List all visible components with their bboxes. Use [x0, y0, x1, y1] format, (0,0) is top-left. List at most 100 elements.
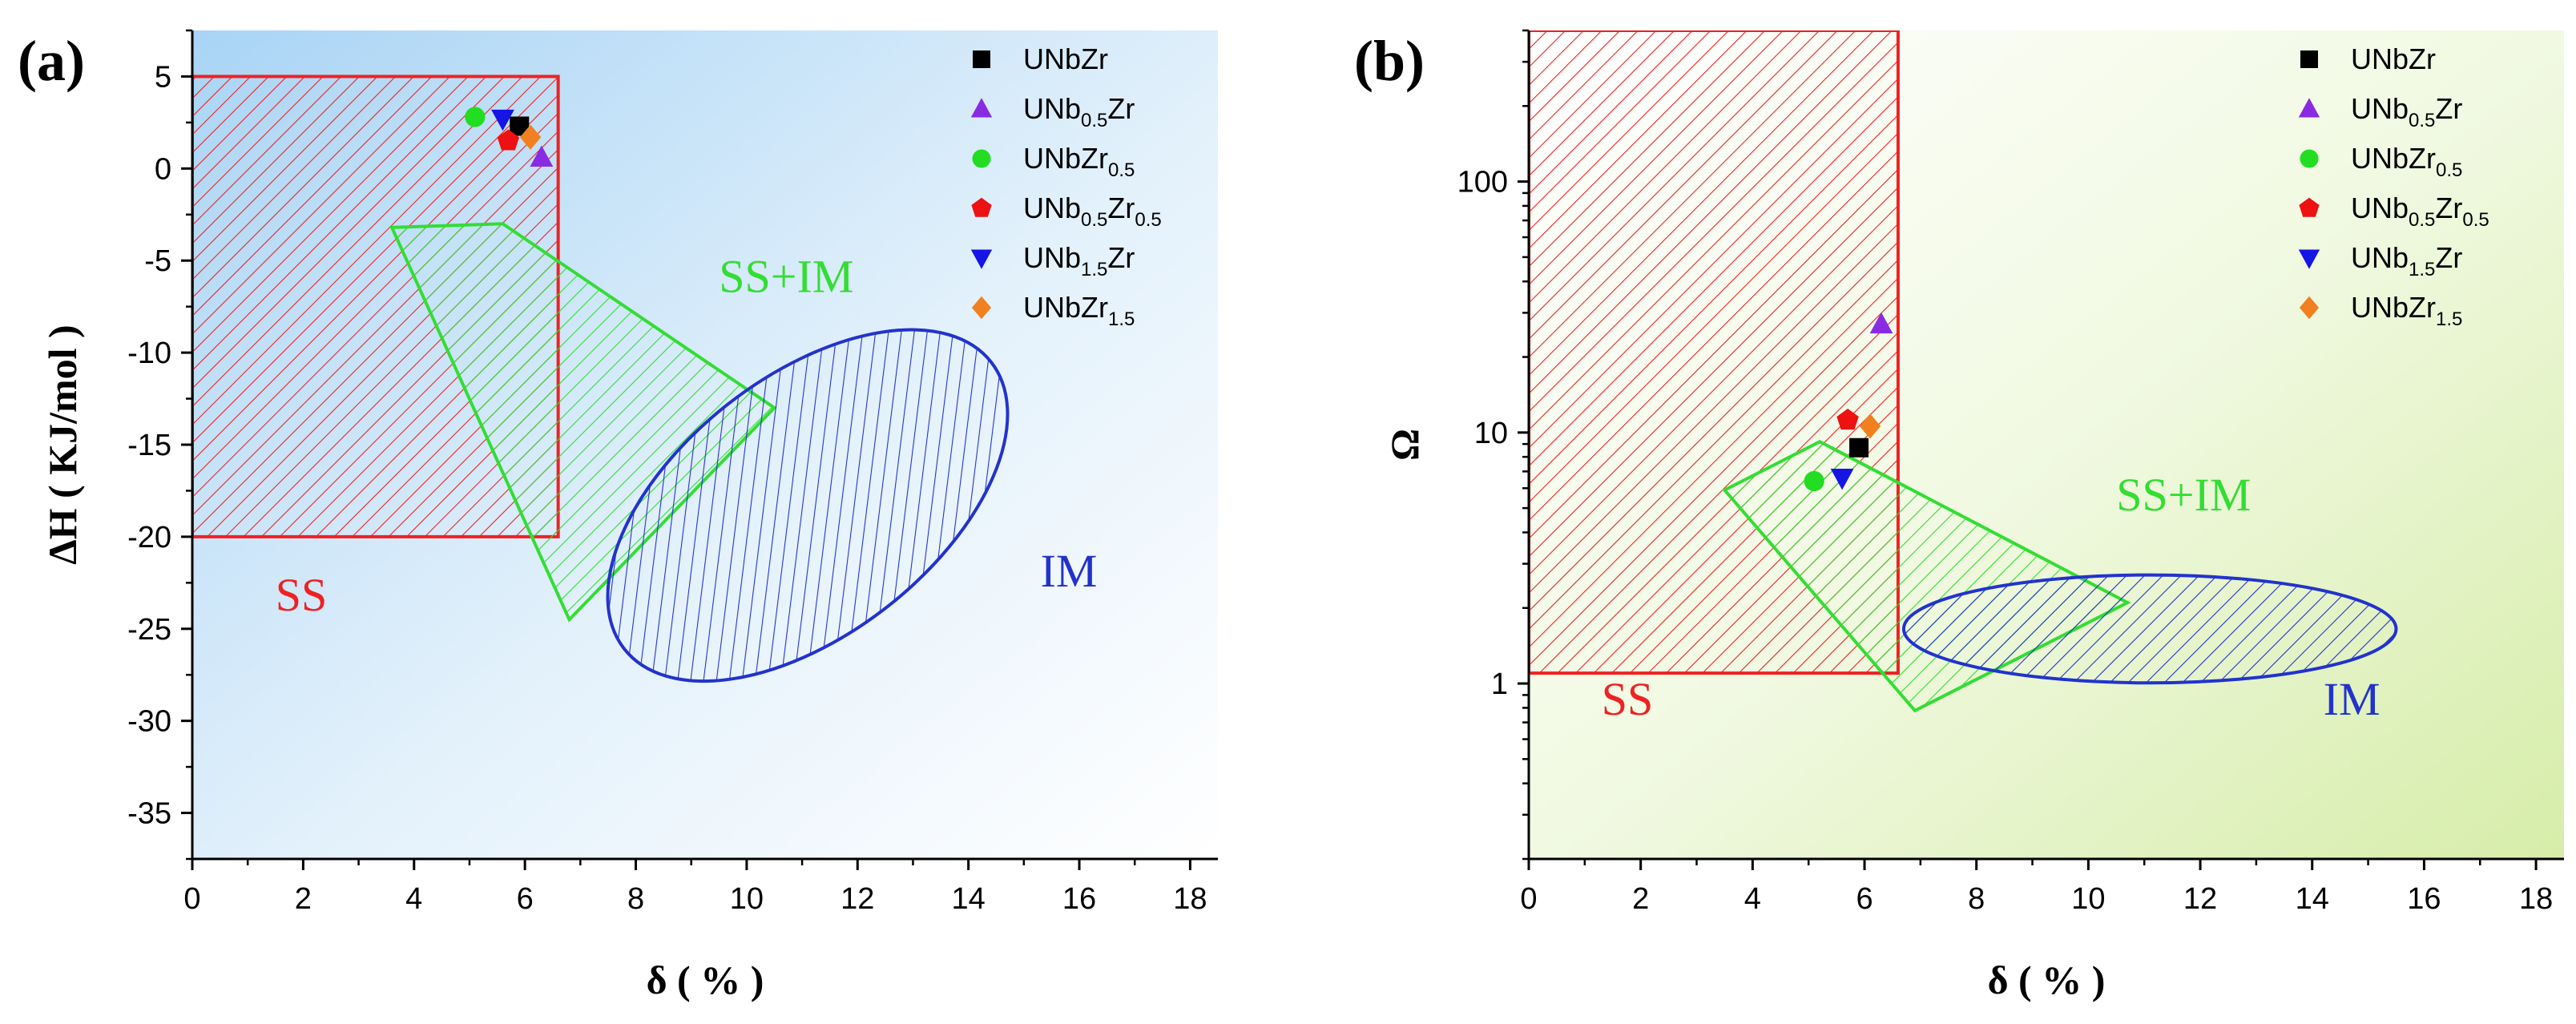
y-tick-label: -15 [127, 429, 171, 462]
legend-label: UNbZr0.5 [1023, 142, 1135, 181]
legend-label: UNb1.5Zr [2351, 241, 2462, 280]
x-tick-label: 2 [1632, 882, 1649, 916]
y-tick-label: 10 [1474, 417, 1508, 450]
x-tick-label: 16 [2407, 882, 2441, 916]
legend-item: UNbZr [973, 42, 1108, 75]
x-tick-label: 10 [730, 882, 764, 916]
x-tick-label: 0 [183, 882, 200, 916]
legend-label: UNb0.5Zr [2351, 92, 2462, 131]
data-point [1804, 470, 1824, 492]
x-tick-label: 16 [1062, 882, 1096, 916]
data-point [519, 124, 542, 150]
legend-marker [2299, 296, 2320, 320]
x-tick-label: 10 [2071, 882, 2105, 916]
y-tick-label: 100 [1457, 166, 1508, 200]
region-im [1901, 573, 2398, 685]
panel-label: (b) [1354, 29, 1425, 93]
x-tick-label: 0 [1520, 882, 1537, 916]
legend-label: UNb0.5Zr0.5 [2351, 191, 2489, 231]
legend-item: UNb1.5Zr [970, 241, 1135, 280]
legend-item: UNb0.5Zr [970, 92, 1135, 131]
y-tick-label: -10 [127, 337, 171, 370]
region-label-ss: SS [276, 569, 328, 621]
legend-marker [970, 249, 993, 269]
x-tick-label: 6 [517, 882, 534, 916]
data-point [1869, 312, 1893, 334]
y-tick-label: -25 [127, 613, 171, 647]
x-tick-label: 18 [1173, 882, 1207, 916]
x-tick-label: 4 [405, 882, 422, 916]
legend: UNbZr UNb0.5Zr UNbZr0.5 UNb0.5Zr0.5 UNb1.5Zr… [970, 42, 1162, 330]
legend-marker [973, 50, 990, 68]
x-tick-label: 12 [841, 882, 874, 916]
x-tick-label: 12 [2183, 882, 2217, 916]
legend-marker [972, 149, 991, 168]
legend-item: UNb0.5Zr0.5 [971, 191, 1162, 231]
panel-a: SS SS+IM IM 0 2 4 6 8 10 12 14 16 18 5 0 -5 -10 -15 -20 -25… [18, 29, 1218, 1002]
legend-item: UNbZr [2300, 42, 2436, 75]
x-tick-label: 2 [295, 882, 312, 916]
legend: UNbZr UNb0.5Zr UNbZr0.5 UNb0.5Zr0.5 UNb1.5Zr… [2298, 42, 2489, 330]
plot-area [1529, 30, 2398, 713]
legend-item: UNbZr1.5 [2299, 291, 2462, 330]
legend-marker [2298, 249, 2320, 269]
legend-label: UNb0.5Zr [1023, 92, 1135, 131]
legend-marker [2299, 197, 2320, 217]
legend-label: UNbZr [2351, 42, 2436, 75]
data-point [1859, 413, 1881, 439]
legend-item: UNb0.5Zr0.5 [2299, 191, 2489, 231]
panel-b: SS SS+IM IM 0 2 4 6 8 10 12 14 16 18 1 10 100 δ ( % ) Ω (b… [1354, 29, 2564, 1002]
y-axis-label: Ω [1382, 429, 1427, 461]
x-tick-label: 14 [952, 882, 986, 916]
legend-item: UNb0.5Zr [2298, 92, 2462, 131]
legend-label: UNb0.5Zr0.5 [1023, 191, 1162, 231]
data-point [491, 109, 514, 131]
region-im [606, 328, 1010, 683]
x-tick-label: 6 [1856, 882, 1873, 916]
legend-label: UNbZr [1023, 42, 1108, 75]
y-tick-label: -20 [127, 521, 171, 554]
legend-item: UNbZr0.5 [972, 142, 1135, 181]
x-tick-label: 18 [2519, 882, 2553, 916]
region-label-ss-plus-im: SS+IM [2116, 469, 2251, 521]
y-tick-label: -30 [127, 705, 171, 739]
x-tick-label: 8 [1968, 882, 1985, 916]
y-tick-label: 1 [1491, 667, 1508, 701]
legend-marker [2300, 50, 2318, 68]
data-point [1836, 409, 1859, 430]
legend-marker [2298, 98, 2320, 118]
x-tick-label: 8 [627, 882, 644, 916]
legend-item: UNbZr1.5 [971, 291, 1135, 330]
legend-label: UNbZr1.5 [2351, 291, 2462, 330]
x-tick-label: 14 [2296, 882, 2329, 916]
legend-label: UNbZr1.5 [1023, 291, 1135, 330]
y-axis-label: ΔH ( KJ/mol ) [40, 325, 85, 564]
region-label-ss-plus-im: SS+IM [719, 250, 853, 302]
legend-marker [970, 98, 993, 118]
region-label-im: IM [2324, 673, 2380, 725]
x-axis-label: δ ( % ) [647, 957, 764, 1002]
legend-item: UNbZr0.5 [2300, 142, 2462, 181]
plot-area [192, 75, 1010, 683]
y-tick-label: -35 [127, 797, 171, 831]
data-point [1849, 437, 1869, 458]
region-label-ss: SS [1602, 673, 1654, 725]
data-point [530, 145, 554, 167]
legend-marker [2300, 149, 2319, 168]
legend-label: UNb1.5Zr [1023, 241, 1135, 280]
legend-marker [971, 296, 992, 320]
x-axis-label: δ ( % ) [1988, 957, 2106, 1002]
panel-label: (a) [18, 29, 85, 93]
x-tick-label: 4 [1744, 882, 1761, 916]
region-label-im: IM [1041, 545, 1098, 597]
y-tick-label: 0 [155, 152, 171, 186]
data-point [1830, 468, 1854, 490]
y-tick-label: 5 [155, 60, 171, 94]
data-point [465, 107, 486, 127]
data-point [497, 129, 520, 151]
y-tick-label: -5 [144, 244, 171, 278]
legend-item: UNb1.5Zr [2298, 241, 2462, 280]
legend-label: UNbZr0.5 [2351, 142, 2462, 181]
